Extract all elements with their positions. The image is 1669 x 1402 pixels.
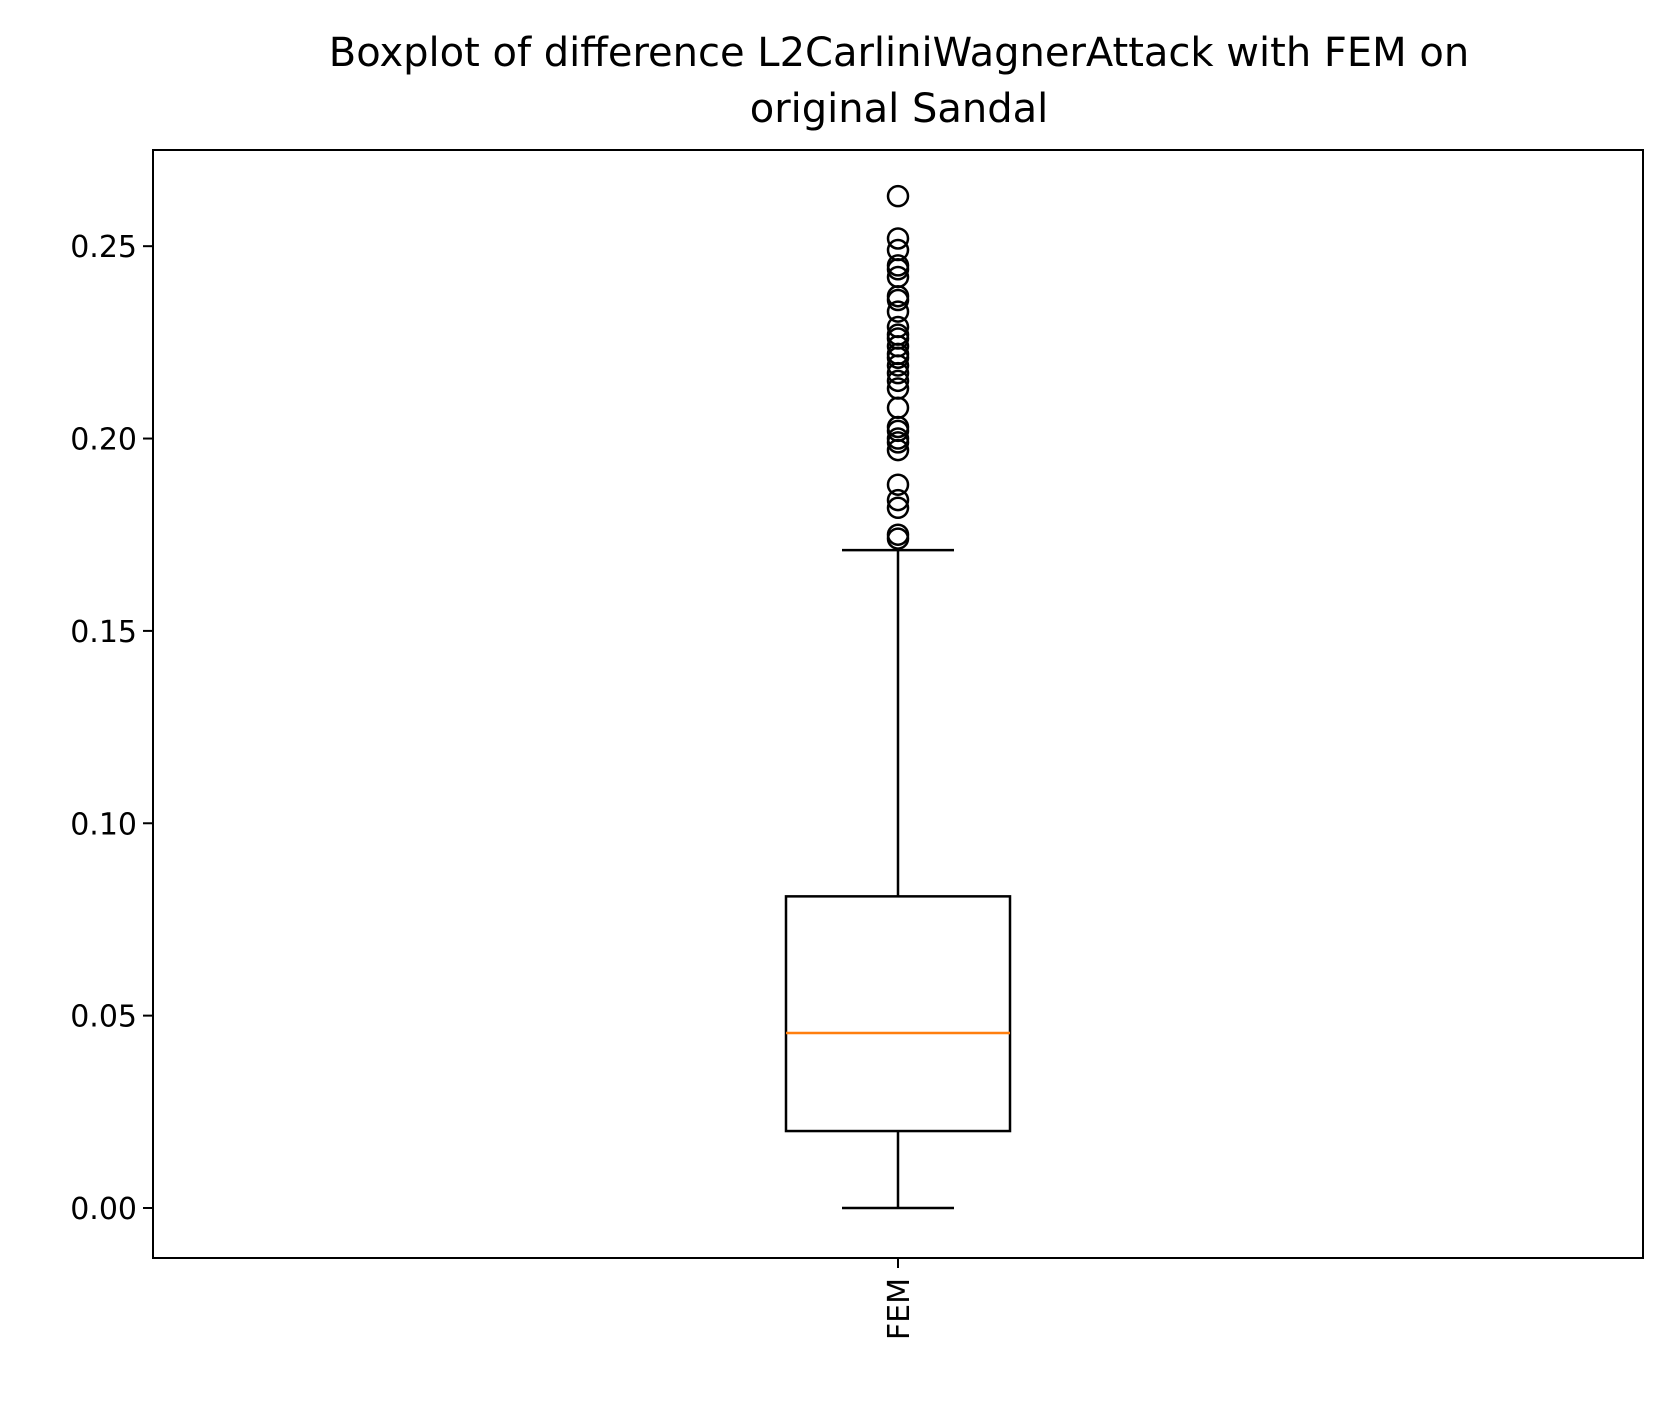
y-tick-label: 0.20 — [70, 423, 137, 458]
outlier-point — [886, 254, 910, 277]
outlier-point — [886, 265, 910, 289]
outlier-point — [886, 473, 910, 496]
outlier-point — [886, 396, 910, 420]
outlier-point — [886, 300, 910, 323]
outlier-point — [886, 227, 910, 250]
y-tick-label: 0.05 — [70, 1000, 137, 1035]
y-tick-label: 0.15 — [70, 615, 137, 650]
outlier-point — [886, 427, 910, 450]
x-tick-label: FEM — [882, 1278, 917, 1340]
outlier-point — [886, 369, 910, 393]
outlier-point — [886, 523, 910, 546]
y-axis: 0.00 0.05 0.10 0.15 0.20 0.25 — [70, 230, 153, 1227]
chart-title-line-2: original Sandal — [750, 86, 1049, 132]
outlier-point — [886, 184, 910, 208]
outlier-point — [886, 377, 910, 400]
outlier-point — [886, 315, 910, 339]
chart-title-line-1: Boxplot of difference L2CarliniWagnerAtt… — [329, 30, 1469, 76]
outlier-point — [886, 488, 910, 512]
x-axis: FEM — [882, 1258, 917, 1340]
iqr-box — [784, 895, 1012, 1133]
y-tick-label: 0.00 — [70, 1192, 137, 1227]
outlier-point — [886, 238, 910, 262]
outlier-point — [886, 323, 910, 346]
y-tick-label: 0.10 — [70, 807, 137, 842]
y-tick-label: 0.25 — [70, 230, 137, 265]
outlier-point — [886, 496, 910, 520]
box-group — [784, 184, 1012, 1210]
